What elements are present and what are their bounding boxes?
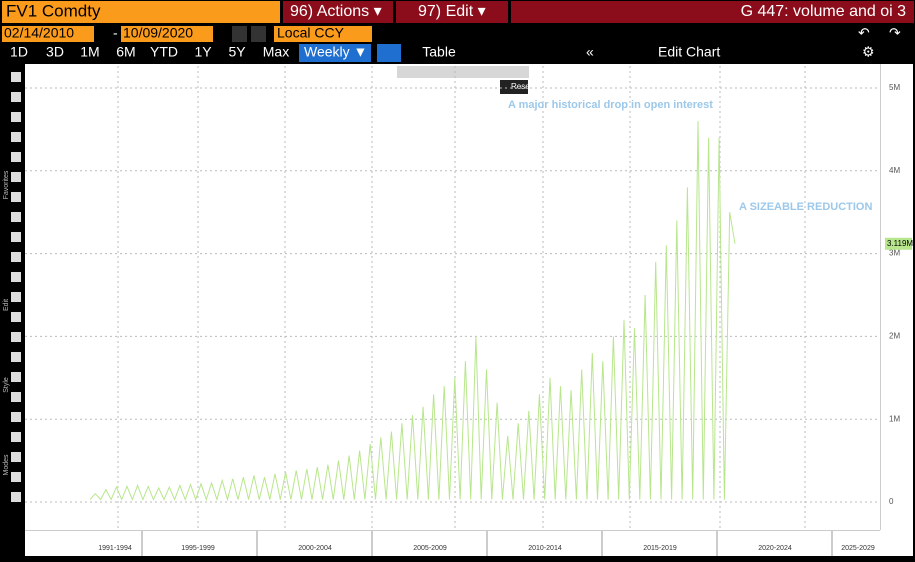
frequency-button[interactable] <box>299 44 371 62</box>
tool-icon[interactable] <box>11 72 21 82</box>
x-tick-label: 2020-2024 <box>758 545 792 552</box>
edit: 97) Edit ▾ <box>418 3 486 20</box>
settings-icon[interactable]: ⚙ <box>862 44 875 60</box>
x-tick-label: 1991-1994 <box>98 545 132 552</box>
period-button[interactable]: YTD <box>150 44 178 60</box>
actions: 96) Actions ▾ <box>290 3 382 20</box>
sidebar-label: Modes <box>3 454 10 476</box>
frequency: Weekly ▼ <box>304 44 367 60</box>
end-date: 10/09/2020 <box>123 25 193 41</box>
tool-icon[interactable] <box>11 152 21 162</box>
tool-icon[interactable] <box>11 332 21 342</box>
currency: Local CCY <box>277 25 345 41</box>
end-field[interactable] <box>121 26 213 42</box>
x-tick-label: 1995-1999 <box>181 545 215 552</box>
next-button[interactable] <box>251 26 266 42</box>
tool-icon[interactable] <box>11 92 21 102</box>
tool-icon[interactable] <box>11 372 21 382</box>
y-tick-label: 4M <box>889 166 900 175</box>
axis-line <box>25 530 880 531</box>
sidebar-label: Favorites <box>3 170 10 199</box>
sidebar: Favorites Edit Style Modes <box>3 72 21 502</box>
collapse-icon[interactable]: « <box>586 44 594 60</box>
tool-icon[interactable] <box>11 252 21 262</box>
period-button[interactable]: 1Y <box>194 44 212 60</box>
prev-button[interactable] <box>232 26 247 42</box>
annotation: A SIZEABLE REDUCTION <box>739 201 872 213</box>
sidebar-label: Style <box>3 377 10 393</box>
tool-icon[interactable] <box>11 392 21 402</box>
edit-button[interactable] <box>396 1 508 23</box>
tool-icon[interactable] <box>11 172 21 182</box>
tool-icon[interactable] <box>11 212 21 222</box>
chart-area <box>25 64 913 556</box>
period-button[interactable]: 1D <box>10 44 28 60</box>
sidebar-label: Edit <box>3 299 10 311</box>
table[interactable]: Table <box>422 44 456 60</box>
tool-icon[interactable] <box>11 412 21 422</box>
x-tick-label: 2010-2014 <box>528 545 562 552</box>
title-bar <box>511 1 914 23</box>
ticker-field[interactable] <box>2 1 280 23</box>
last-value-label: 3.119M <box>887 239 913 248</box>
last-value-box <box>885 237 912 250</box>
tool-icon[interactable] <box>11 352 21 362</box>
x-tick-label: 2015-2019 <box>643 545 677 552</box>
tool-icon[interactable] <box>11 452 21 462</box>
tool-icon[interactable] <box>11 492 21 502</box>
actions-button[interactable] <box>283 1 393 23</box>
start-field[interactable] <box>2 26 94 42</box>
tool-icon[interactable] <box>11 192 21 202</box>
tool-icon[interactable] <box>11 472 21 482</box>
x-tick-label: 2025-2029 <box>841 545 875 552</box>
ticker: FV1 Comdty <box>6 1 101 20</box>
tool-icon[interactable] <box>11 312 21 322</box>
chart-name: G 447: volume and oi 3 <box>741 3 907 20</box>
annotation: A major historical drop in open interest <box>508 99 713 111</box>
edit-chart[interactable]: Edit Chart <box>658 44 720 60</box>
reset-button[interactable] <box>500 80 528 94</box>
tool-icon[interactable] <box>11 432 21 442</box>
tool-icon[interactable] <box>11 292 21 302</box>
y-tick-label: 5M <box>889 83 900 92</box>
period-buttons: 1D 3D 1M 6M YTD 1Y 5Y Max <box>10 44 289 60</box>
start-date: 02/14/2010 <box>4 25 74 41</box>
period-button[interactable]: 3D <box>46 44 64 60</box>
dash: - <box>113 25 118 41</box>
currency-field[interactable] <box>274 26 372 42</box>
axis-line <box>880 64 881 530</box>
x-tick-label: 2000-2004 <box>298 545 332 552</box>
tool-icon[interactable] <box>11 132 21 142</box>
chart-tools <box>397 66 529 78</box>
y-tick-label: 0 <box>889 497 894 506</box>
period-button[interactable]: 1M <box>80 44 99 60</box>
tool-icon[interactable] <box>11 272 21 282</box>
y-tick-label: 2M <box>889 332 900 341</box>
period-button[interactable]: 5Y <box>228 44 246 60</box>
undo-icon[interactable]: ↶ <box>858 25 870 41</box>
tool-icon[interactable] <box>11 232 21 242</box>
y-tick-label: 1M <box>889 414 900 423</box>
x-tick-label: 2005-2009 <box>413 545 447 552</box>
reset: Reset <box>511 82 533 91</box>
redo-icon[interactable]: ↷ <box>889 25 901 41</box>
y-tick-label: 3M <box>889 249 900 258</box>
data-line <box>89 121 736 502</box>
tool-icon[interactable] <box>11 112 21 122</box>
period-button[interactable]: Max <box>263 44 289 60</box>
line-view-button[interactable] <box>377 44 401 62</box>
period-button[interactable]: 6M <box>116 44 135 60</box>
